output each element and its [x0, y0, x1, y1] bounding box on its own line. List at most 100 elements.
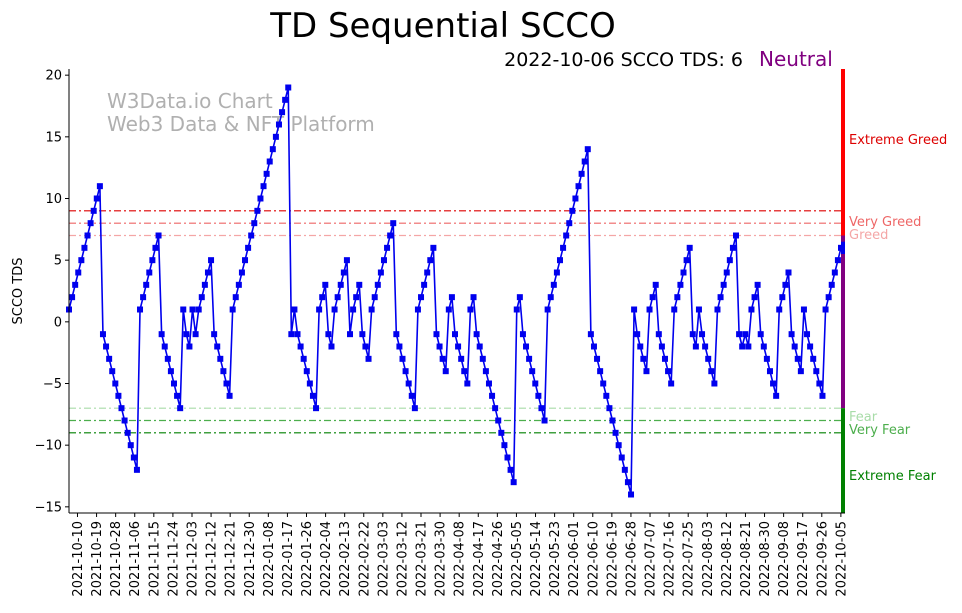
data-point: [766, 368, 773, 375]
data-point: [365, 355, 372, 362]
data-point: [513, 306, 520, 313]
data-point: [510, 479, 517, 486]
data-point: [167, 368, 174, 375]
data-point: [72, 281, 79, 288]
data-point: [396, 343, 403, 350]
data-point: [69, 294, 76, 301]
threshold-label: Very Fear: [849, 423, 911, 438]
data-point: [661, 355, 668, 362]
data-point: [411, 405, 418, 412]
data-point: [674, 294, 681, 301]
data-point: [198, 294, 205, 301]
data-point: [717, 294, 724, 301]
data-point: [819, 392, 826, 399]
data-point: [297, 343, 304, 350]
x-tick-label: 2022-10-05: [834, 521, 849, 597]
data-point: [705, 355, 712, 362]
data-point: [269, 146, 276, 153]
data-point: [482, 368, 489, 375]
data-point: [448, 294, 455, 301]
data-point: [612, 429, 619, 436]
data-point: [306, 380, 313, 387]
data-point: [733, 232, 740, 239]
data-point: [146, 269, 153, 276]
data-point: [127, 442, 134, 449]
data-point: [655, 331, 662, 338]
data-point: [380, 257, 387, 264]
x-tick-label: 2022-09-26: [815, 521, 830, 597]
data-point: [387, 232, 394, 239]
x-tick-label: 2022-05-05: [510, 521, 525, 597]
data-point: [309, 392, 316, 399]
x-tick-label: 2022-08-21: [739, 521, 754, 597]
data-point: [658, 343, 665, 350]
data-point: [130, 454, 137, 461]
data-point: [232, 294, 239, 301]
chart-subtitle: 2022-10-06 SCCO TDS: 6: [504, 49, 743, 71]
data-point: [103, 343, 110, 350]
threshold-label: Extreme Greed: [849, 133, 947, 148]
data-point: [828, 281, 835, 288]
data-point: [566, 220, 573, 227]
data-point: [794, 355, 801, 362]
data-point: [485, 380, 492, 387]
data-point: [529, 368, 536, 375]
data-point: [189, 306, 196, 313]
data-point: [254, 207, 261, 214]
data-point: [699, 331, 706, 338]
data-point: [822, 306, 829, 313]
y-tick-label: −5: [43, 377, 62, 392]
data-point: [797, 368, 804, 375]
data-point: [683, 257, 690, 264]
x-tick-label: 2022-03-03: [376, 521, 391, 597]
data-point: [343, 257, 350, 264]
data-point: [374, 281, 381, 288]
data-point: [452, 331, 458, 338]
y-tick-label: 15: [45, 130, 62, 145]
data-point: [800, 306, 807, 313]
data-point: [686, 244, 693, 251]
data-point: [492, 405, 499, 412]
data-point: [195, 306, 202, 313]
x-tick-label: 2022-05-23: [548, 521, 563, 597]
data-point: [677, 281, 684, 288]
x-tick-label: 2022-01-17: [281, 521, 296, 597]
data-point: [272, 133, 279, 140]
data-point: [458, 355, 465, 362]
data-point: [804, 331, 811, 338]
data-point: [211, 331, 218, 338]
data-point: [760, 343, 767, 350]
data-point: [248, 232, 255, 239]
data-point: [399, 355, 406, 362]
data-point: [384, 244, 391, 251]
data-point: [229, 306, 236, 313]
data-point: [109, 368, 116, 375]
data-point: [223, 380, 230, 387]
status-label: Neutral: [759, 47, 833, 71]
data-point: [118, 405, 125, 412]
data-point: [640, 355, 647, 362]
data-point: [257, 195, 264, 202]
x-tick-label: 2021-10-10: [71, 521, 86, 597]
data-point: [124, 429, 131, 436]
x-tick-label: 2022-07-16: [663, 521, 678, 597]
data-point: [235, 281, 242, 288]
data-point: [689, 331, 696, 338]
data-point: [362, 343, 369, 350]
data-point: [402, 368, 409, 375]
x-tick-label: 2022-03-12: [395, 521, 410, 597]
data-point: [587, 331, 594, 338]
x-tick-label: 2022-06-28: [624, 521, 639, 597]
threshold-label: Extreme Fear: [849, 469, 937, 484]
data-point: [810, 355, 817, 362]
data-point: [541, 417, 548, 424]
data-point: [75, 269, 82, 276]
data-point: [439, 355, 446, 362]
data-point: [526, 355, 533, 362]
data-point: [143, 281, 150, 288]
data-point: [646, 306, 653, 313]
data-point: [671, 306, 678, 313]
data-point: [427, 257, 434, 264]
